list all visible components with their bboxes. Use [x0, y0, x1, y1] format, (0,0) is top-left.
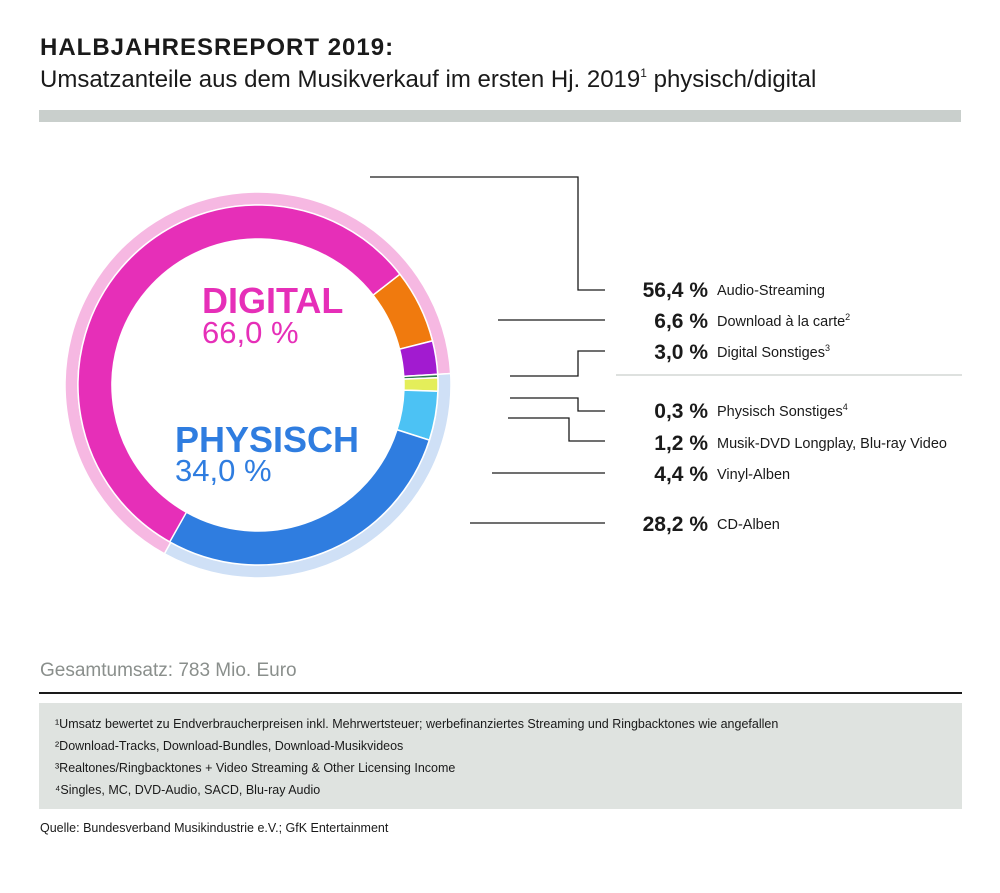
slice-percent-label: 56,4 % — [643, 279, 709, 302]
footnote: ⁴Singles, MC, DVD-Audio, SACD, Blu-ray A… — [55, 783, 321, 797]
donut-slice — [403, 376, 439, 393]
source-line: Quelle: Bundesverband Musikindustrie e.V… — [40, 821, 389, 835]
group-name-label: DIGITAL — [202, 280, 343, 321]
slice-percent-label: 3,0 % — [654, 341, 708, 364]
group-name-label: PHYSISCH — [175, 419, 359, 460]
header-bar — [39, 110, 961, 122]
slice-category-label: Physisch Sonstiges4 — [717, 402, 848, 420]
subtitle-footnote-ref: 1 — [640, 66, 647, 80]
divider — [39, 692, 962, 694]
footnote: ³Realtones/Ringbacktones + Video Streami… — [55, 761, 456, 775]
slice-category-label: Musik-DVD Longplay, Blu-ray Video — [717, 436, 947, 452]
group-ring — [64, 191, 452, 579]
slice-percent-label: 28,2 % — [643, 513, 709, 536]
slice-category-label: Download à la carte2 — [717, 312, 850, 330]
leader-line — [510, 397, 605, 412]
chart-subtitle: Umsatzanteile aus dem Musikverkauf im er… — [40, 66, 816, 94]
slice-category-label: Vinyl-Alben — [717, 467, 790, 483]
donut-slice — [168, 428, 431, 566]
footnotes-box: ¹Umsatz bewertet zu Endverbraucherpreise… — [39, 703, 962, 809]
donut-slice — [77, 204, 401, 544]
leader-lines — [370, 176, 605, 524]
slice-category-label: Audio-Streaming — [717, 283, 825, 299]
group-value-label: 66,0 % — [202, 315, 299, 350]
slice-category-label: Digital Sonstiges3 — [717, 343, 830, 361]
chart-title: HALBJAHRESREPORT 2019: — [40, 34, 395, 61]
segment-ring — [77, 204, 439, 566]
leader-line — [510, 350, 605, 377]
footnote: ¹Umsatz bewertet zu Endverbraucherpreise… — [55, 717, 779, 731]
slice-category-label: CD-Alben — [717, 517, 780, 533]
total-revenue: Gesamtumsatz: 783 Mio. Euro — [40, 660, 297, 681]
group-value-label: 34,0 % — [175, 453, 272, 488]
footnote: ²Download-Tracks, Download-Bundles, Down… — [55, 739, 404, 753]
subtitle-text: Umsatzanteile aus dem Musikverkauf im er… — [40, 66, 641, 93]
slice-percent-label: 4,4 % — [654, 463, 708, 486]
slice-percent-label: 6,6 % — [654, 310, 708, 333]
slice-percent-label: 0,3 % — [654, 400, 708, 423]
segment-labels: 56,4 % Audio-Streaming 6,6 % Download à la … — [643, 279, 947, 536]
subtitle-suffix: physisch/digital — [646, 66, 817, 93]
leader-line — [370, 176, 605, 291]
leader-line — [508, 417, 605, 442]
slice-percent-label: 1,2 % — [654, 432, 708, 455]
